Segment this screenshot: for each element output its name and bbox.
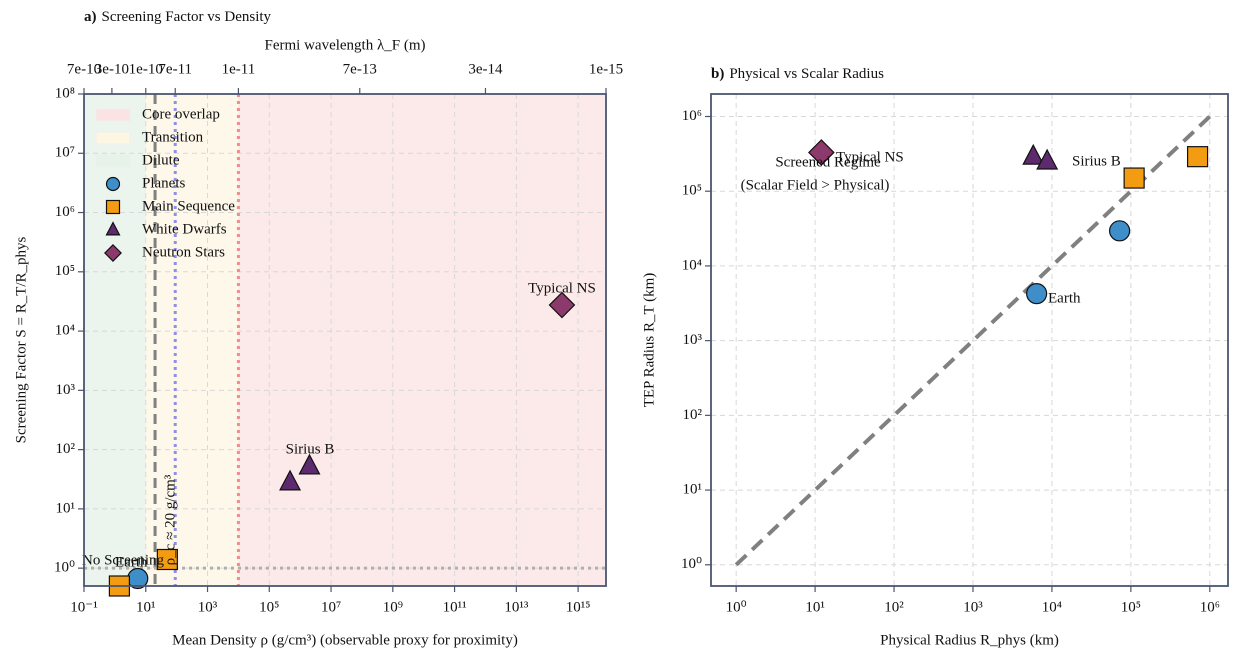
title-text: Screening Factor vs Density xyxy=(102,9,272,25)
y-tick-label: 10² xyxy=(683,407,703,423)
x-tick-label: 10¹ xyxy=(136,599,156,615)
x-tick-label: 10³ xyxy=(198,599,218,615)
x-tick-label: 10¹⁵ xyxy=(566,599,591,615)
x2-axis-label: Fermi wavelength λ_F (m) xyxy=(265,37,426,53)
x-tick-label: 10⁻¹ xyxy=(70,599,97,615)
title-text: Physical vs Scalar Radius xyxy=(729,66,884,82)
y-tick-label: 10⁸ xyxy=(55,85,75,101)
y-tick-label: 10⁰ xyxy=(54,560,75,576)
y-tick-label: 10² xyxy=(56,441,76,457)
legend-label: Core overlap xyxy=(142,106,220,122)
marker-square xyxy=(1123,167,1145,189)
region xyxy=(145,94,239,586)
annotation: ρ_c ≈ 20 g/cm³ xyxy=(162,474,178,565)
x-tick-label: 10³ xyxy=(963,599,983,615)
marker-triangle xyxy=(298,453,321,475)
marker-diamond xyxy=(808,139,835,166)
y-tick-label: 10⁰ xyxy=(681,556,702,572)
legend-label: White Dwarfs xyxy=(142,221,227,237)
chart-title: a) Screening Factor vs Density xyxy=(84,9,272,25)
legend-patch xyxy=(95,154,131,168)
annotation: Typical NS xyxy=(836,149,904,165)
annotation: No Screening xyxy=(82,552,165,568)
y-tick-label: 10⁴ xyxy=(682,257,702,273)
y-tick-label: 10¹ xyxy=(56,500,76,516)
y-tick-label: 10⁶ xyxy=(55,204,75,220)
y-axis-label: TEP Radius R_T (km) xyxy=(641,273,657,408)
marker-circle xyxy=(1026,283,1048,305)
panel-label: b) xyxy=(711,66,724,82)
x-tick-label: 10⁵ xyxy=(1121,599,1141,615)
marker-triangle xyxy=(1036,148,1059,170)
marker-diamond xyxy=(104,244,122,262)
marker-triangle xyxy=(279,469,302,491)
y-tick-label: 10³ xyxy=(683,332,703,348)
x2-tick-label: 7e-11 xyxy=(158,61,192,77)
annotation: Screened Regime xyxy=(775,154,881,170)
x-axis-label: Physical Radius R_phys (km) xyxy=(880,632,1059,648)
y-tick-label: 10⁶ xyxy=(682,108,702,124)
plot-frame xyxy=(83,93,607,587)
annotation: Earth xyxy=(1048,290,1081,306)
annotation: Sirius B xyxy=(1072,153,1121,169)
x-tick-label: 10⁴ xyxy=(1042,599,1062,615)
legend-label: Dilute xyxy=(142,152,180,168)
legend-label: Main Sequence xyxy=(142,198,235,214)
marker-circle xyxy=(105,176,121,192)
y-tick-label: 10⁴ xyxy=(55,323,75,339)
y-axis-label: Screening Factor S = R_T/R_phys xyxy=(13,236,29,443)
annotation: (Scalar Field > Physical) xyxy=(741,177,890,193)
legend-label: Transition xyxy=(142,129,204,145)
x2-tick-label: 7e-13 xyxy=(343,61,377,77)
x-tick-label: 10⁹ xyxy=(383,599,403,615)
marker-square xyxy=(105,199,121,215)
x-tick-label: 10¹³ xyxy=(504,599,528,615)
y-tick-label: 10⁵ xyxy=(55,263,75,279)
x-tick-label: 10¹¹ xyxy=(443,599,467,615)
marker-diamond xyxy=(548,291,576,319)
x2-tick-label: 1e-15 xyxy=(589,61,623,77)
annotation: Typical NS xyxy=(528,280,596,296)
legend-label: Planets xyxy=(142,175,185,191)
annotation: Earth xyxy=(115,554,148,570)
marker-square xyxy=(1186,146,1209,168)
chart-title: b) Physical vs Scalar Radius xyxy=(711,66,884,82)
x-tick-label: 10¹ xyxy=(805,599,825,615)
legend-patch xyxy=(95,131,131,145)
x-tick-label: 10⁶ xyxy=(1200,599,1220,615)
region xyxy=(238,94,606,586)
y-tick-label: 10¹ xyxy=(683,482,703,498)
x-tick-label: 10⁵ xyxy=(259,599,279,615)
x2-tick-label: 3e-10 xyxy=(95,61,129,77)
region xyxy=(84,94,146,586)
y-tick-label: 10⁵ xyxy=(682,183,702,199)
y-tick-label: 10³ xyxy=(56,382,76,398)
x-axis-label: Mean Density ρ (g/cm³) (observable proxy… xyxy=(172,632,518,648)
panel-label: a) xyxy=(84,9,97,25)
x2-tick-label: 3e-14 xyxy=(468,61,503,77)
marker-square xyxy=(156,548,178,571)
x2-tick-label: 7e-10 xyxy=(67,61,101,77)
legend-patch xyxy=(95,108,131,122)
x-tick-label: 10⁰ xyxy=(726,599,747,615)
x2-tick-label: 1e-10 xyxy=(129,61,163,77)
x-tick-label: 10² xyxy=(884,599,904,615)
y-tick-label: 10⁷ xyxy=(55,145,75,161)
annotation: Sirius B xyxy=(286,441,335,457)
marker-triangle xyxy=(105,221,121,236)
plot-frame xyxy=(710,93,1229,587)
x-tick-label: 10⁷ xyxy=(321,599,341,615)
marker-triangle xyxy=(1022,143,1045,165)
legend-label: Neutron Stars xyxy=(142,244,225,260)
x2-tick-label: 1e-11 xyxy=(222,61,256,77)
marker-circle xyxy=(1109,220,1131,242)
